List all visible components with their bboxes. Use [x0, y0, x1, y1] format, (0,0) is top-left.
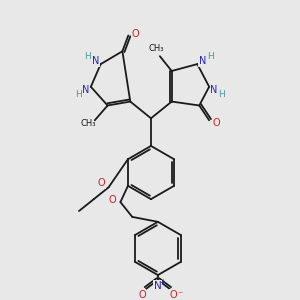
Text: CH₃: CH₃: [80, 119, 96, 128]
Text: ⁻: ⁻: [177, 290, 182, 300]
Text: O: O: [131, 28, 139, 38]
Text: N: N: [82, 85, 90, 95]
Text: H: H: [75, 90, 81, 99]
Text: N: N: [210, 85, 218, 95]
Text: H: H: [219, 90, 225, 99]
Text: H: H: [207, 52, 214, 61]
Text: O: O: [212, 118, 220, 128]
Text: N: N: [154, 281, 162, 291]
Text: +: +: [160, 278, 166, 287]
Text: N: N: [199, 56, 206, 66]
Text: O: O: [98, 178, 106, 188]
Text: O: O: [109, 195, 116, 205]
Text: CH₃: CH₃: [148, 44, 164, 53]
Text: O: O: [170, 290, 178, 300]
Text: N: N: [92, 56, 100, 66]
Text: O: O: [138, 290, 146, 300]
Text: H: H: [85, 52, 91, 61]
